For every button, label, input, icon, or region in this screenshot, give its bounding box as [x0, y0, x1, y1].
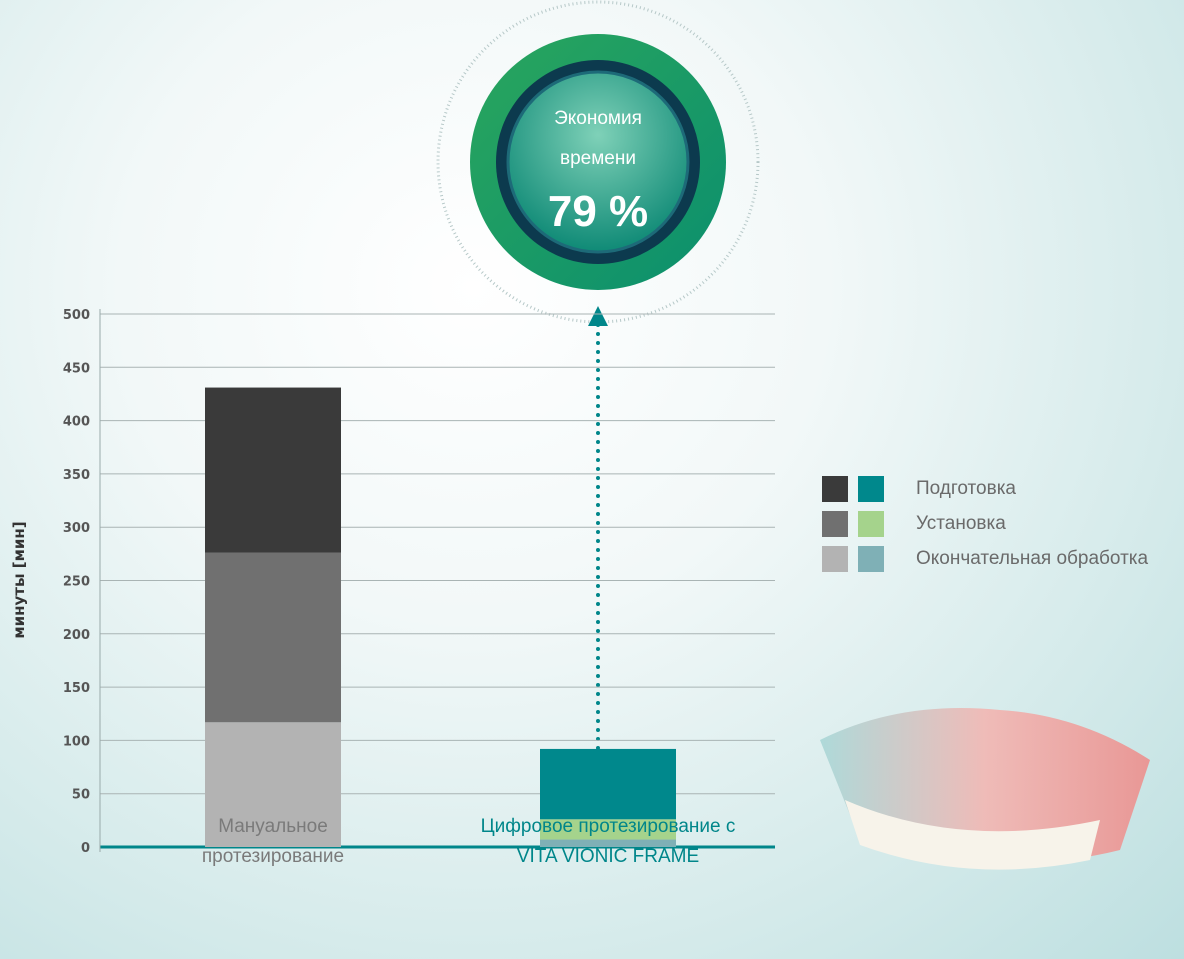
- legend-label: Установка: [916, 513, 1006, 534]
- bar-segment: [205, 552, 341, 723]
- legend-swatch: [822, 546, 848, 572]
- y-axis-label: минуты [мин]: [10, 521, 28, 638]
- dotted-ring: [436, 0, 760, 324]
- y-tick-label: 150: [63, 681, 90, 696]
- savings-text-1: Экономия: [554, 108, 642, 129]
- bar-segment: [540, 839, 676, 847]
- legend-swatch: [858, 511, 884, 537]
- arrow-head: [588, 306, 608, 326]
- x-tick-label: Цифровое протезирование с VITA VIONIC FR…: [480, 816, 736, 867]
- legend-swatch: [858, 546, 884, 572]
- bar-segment: [540, 748, 676, 820]
- y-tick-label: 250: [63, 575, 90, 590]
- savings-value: 79 %: [548, 187, 648, 236]
- legend-swatch: [822, 476, 848, 502]
- y-tick-label: 350: [63, 468, 90, 483]
- legend-swatch: [858, 476, 884, 502]
- inner-circle: [506, 70, 690, 254]
- y-tick-label: 100: [63, 734, 90, 749]
- y-tick-label: 400: [63, 415, 90, 430]
- y-tick-label: 200: [63, 628, 90, 643]
- y-tick-label: 500: [63, 308, 90, 323]
- legend-label: Окончательная обработка: [916, 548, 1149, 569]
- bar-segment: [205, 387, 341, 553]
- legend-label: Подготовка: [916, 478, 1017, 499]
- denture: [820, 708, 1150, 870]
- y-tick-label: 300: [63, 521, 90, 536]
- legend-swatch: [822, 511, 848, 537]
- bar-segment: [205, 722, 341, 847]
- savings-text-2: времени: [560, 148, 636, 169]
- y-tick-label: 0: [81, 841, 90, 856]
- y-tick-label: 450: [63, 361, 90, 376]
- bar-segment: [540, 819, 676, 840]
- x-tick-label: Мануальное протезирование: [201, 816, 345, 867]
- y-tick-label: 50: [72, 788, 90, 803]
